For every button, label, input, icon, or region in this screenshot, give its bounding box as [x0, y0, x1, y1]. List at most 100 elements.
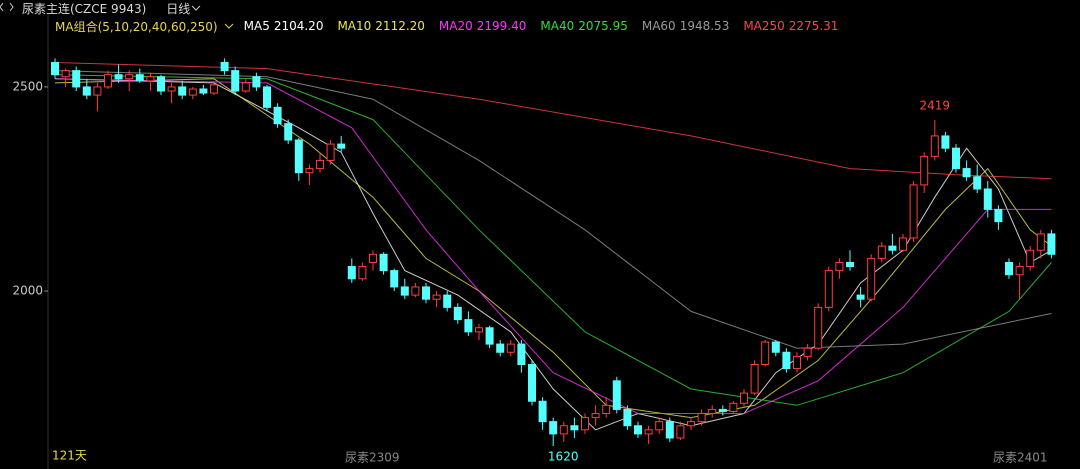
grid: 2000 2500	[12, 79, 48, 298]
candle-body	[263, 86, 271, 108]
candle-body	[1026, 249, 1035, 268]
candle-body	[199, 88, 208, 94]
candle-body	[930, 135, 939, 157]
title: 尿素主连(CZCE 9943)	[22, 1, 147, 16]
ma-name: MA40	[540, 19, 575, 33]
candle-body	[824, 270, 833, 308]
candle-body	[485, 327, 494, 345]
ma-group[interactable]: MA组合(5,10,20,40,60,250)	[55, 19, 218, 34]
ma-line	[54, 78, 1052, 431]
candle-body	[952, 147, 960, 170]
candle-body	[602, 404, 611, 414]
candle-body	[125, 74, 134, 80]
candle-body	[379, 253, 388, 272]
y-tick-label: 2500	[12, 79, 43, 93]
candle-body	[771, 341, 780, 353]
candle-body	[909, 184, 918, 239]
candle-body	[803, 347, 812, 357]
candle-body	[846, 261, 854, 268]
legend-item[interactable]: MA5 2104.20	[244, 19, 328, 33]
candle-body	[231, 70, 240, 92]
ma-line	[54, 62, 1052, 180]
ma-lines	[54, 62, 1052, 431]
candle-body	[718, 408, 727, 412]
ma-value: 2075.95	[578, 19, 628, 33]
candle-body	[432, 294, 441, 300]
candle-body	[443, 294, 452, 308]
candle-body	[973, 176, 982, 190]
candle-body	[591, 412, 600, 419]
candle-body	[220, 61, 229, 72]
candle-body	[284, 123, 293, 141]
ma-name: MA20	[438, 19, 473, 33]
candle-body	[528, 364, 536, 402]
candle-body	[761, 341, 770, 366]
candle-body	[920, 155, 929, 186]
candle-body	[167, 86, 176, 92]
candle-body	[146, 76, 155, 82]
candle-body	[814, 306, 823, 349]
candle-body	[1036, 233, 1045, 251]
candle-body	[941, 135, 950, 149]
candle-body	[782, 351, 791, 370]
ma-name: MA250	[743, 19, 785, 33]
ma-line	[54, 78, 1052, 419]
candle-body	[655, 421, 664, 431]
candle-body	[835, 261, 844, 272]
high-label: 2419	[920, 99, 951, 113]
candle-body	[496, 343, 505, 353]
contract-label: 尿素2401	[993, 451, 1048, 465]
candle-body	[51, 61, 59, 76]
candle-body	[697, 412, 706, 423]
candle-body	[369, 253, 377, 263]
chevron[interactable]	[222, 21, 236, 31]
legend-item[interactable]: MA10 2112.20	[337, 19, 428, 33]
candle-body	[538, 400, 547, 423]
ma-line	[54, 74, 1052, 406]
legend-item[interactable]: MA40 2075.95	[540, 19, 631, 33]
candle-body	[506, 343, 515, 353]
candle-body	[61, 70, 70, 78]
candle-body	[453, 306, 462, 321]
ma-name: MA60	[641, 19, 676, 33]
candle-body	[729, 402, 738, 412]
candle-body	[877, 245, 886, 259]
candle-body	[411, 286, 420, 296]
chevron[interactable]	[190, 3, 202, 13]
ma-line	[54, 78, 1052, 414]
low-label: 1620	[548, 450, 579, 464]
nav-icon[interactable]	[9, 2, 14, 12]
candle-body	[549, 421, 558, 435]
candle-body	[665, 421, 674, 439]
nav-icon[interactable]	[0, 2, 4, 12]
candle-body	[1005, 261, 1013, 276]
legend-item[interactable]: MA250 2275.31	[743, 19, 842, 33]
days-label: 121天	[52, 449, 87, 463]
candle-body	[422, 286, 430, 300]
candle-body	[114, 74, 123, 80]
candle-body	[1047, 233, 1056, 255]
candles	[51, 58, 1056, 447]
candle-body	[72, 70, 81, 88]
legend-item[interactable]: MA60 1948.53	[642, 19, 733, 33]
candle-body	[983, 188, 992, 210]
ma-value: 2199.40	[476, 19, 527, 33]
candle-body	[347, 266, 356, 280]
ma-name: MA5	[243, 19, 270, 33]
candle-body	[188, 88, 197, 96]
candle-body	[241, 82, 250, 92]
candle-body	[400, 286, 409, 296]
candle-body	[326, 143, 335, 161]
candle-body	[93, 86, 102, 96]
header: 尿素主连(CZCE 9943) 日线	[0, 0, 202, 16]
contract-label: 尿素2309	[345, 451, 400, 465]
candle-body	[793, 355, 801, 370]
ma-name: MA10	[337, 19, 372, 33]
period[interactable]: 日线	[166, 1, 191, 16]
candle-body	[104, 74, 112, 88]
candle-body	[612, 380, 621, 410]
legend-item[interactable]: MA20 2199.40	[439, 19, 530, 33]
ma-line	[54, 70, 1052, 349]
y-tick-label: 2000	[12, 284, 43, 298]
